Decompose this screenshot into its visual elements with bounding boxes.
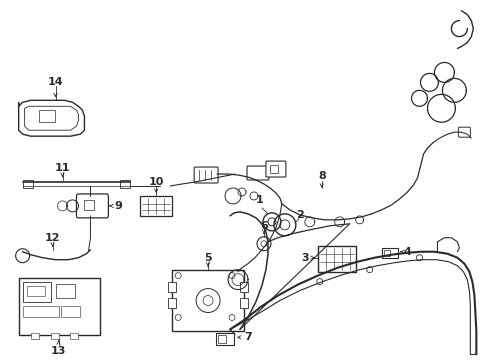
Bar: [318, 246, 356, 272]
Text: 10: 10: [148, 177, 164, 187]
Bar: [384, 250, 390, 256]
Bar: [55, 284, 75, 298]
FancyBboxPatch shape: [194, 167, 218, 183]
Bar: [23, 282, 50, 302]
Text: 7: 7: [244, 332, 252, 342]
Text: 9: 9: [115, 201, 122, 211]
FancyBboxPatch shape: [270, 165, 278, 173]
Text: 2: 2: [296, 210, 304, 220]
Text: 3: 3: [301, 253, 309, 263]
Bar: [121, 180, 130, 188]
Bar: [216, 333, 234, 345]
Bar: [30, 333, 39, 339]
Text: 11: 11: [55, 163, 70, 173]
Bar: [218, 336, 226, 343]
Bar: [168, 298, 176, 307]
FancyBboxPatch shape: [76, 194, 108, 218]
Bar: [240, 282, 248, 292]
Bar: [140, 196, 172, 216]
Text: 1: 1: [256, 195, 264, 205]
Bar: [19, 278, 100, 336]
Bar: [23, 306, 58, 318]
FancyBboxPatch shape: [247, 166, 269, 180]
Text: 5: 5: [204, 253, 212, 263]
Bar: [39, 110, 54, 122]
Bar: [23, 180, 33, 188]
Text: 14: 14: [48, 77, 63, 87]
Bar: [50, 333, 58, 339]
Bar: [61, 306, 80, 318]
Text: 13: 13: [51, 346, 66, 356]
Bar: [168, 282, 176, 292]
FancyBboxPatch shape: [266, 161, 286, 177]
Bar: [240, 298, 248, 307]
Bar: [71, 333, 78, 339]
Bar: [172, 270, 244, 332]
Text: 4: 4: [404, 247, 412, 257]
Text: 6: 6: [260, 221, 268, 231]
FancyBboxPatch shape: [458, 127, 470, 137]
Bar: [84, 200, 95, 210]
Text: 8: 8: [318, 171, 326, 181]
Bar: [26, 285, 45, 296]
Text: 12: 12: [45, 233, 60, 243]
Bar: [382, 248, 397, 258]
